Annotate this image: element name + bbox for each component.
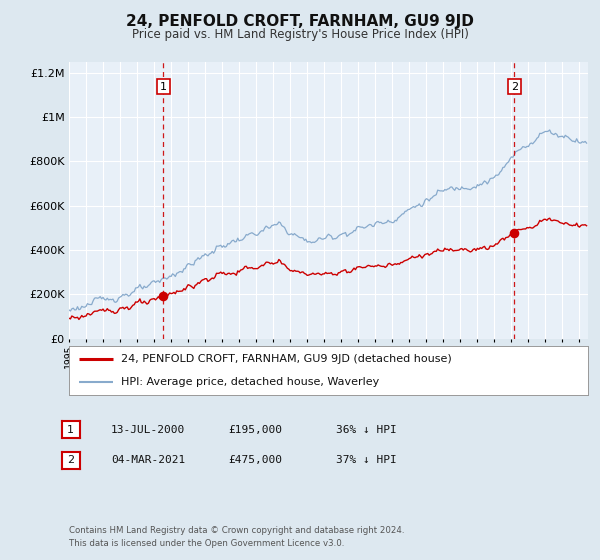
Text: HPI: Average price, detached house, Waverley: HPI: Average price, detached house, Wave… — [121, 377, 379, 386]
Text: 1: 1 — [160, 82, 167, 91]
Text: 24, PENFOLD CROFT, FARNHAM, GU9 9JD (detached house): 24, PENFOLD CROFT, FARNHAM, GU9 9JD (det… — [121, 354, 452, 364]
Text: 2: 2 — [511, 82, 518, 91]
Text: This data is licensed under the Open Government Licence v3.0.: This data is licensed under the Open Gov… — [69, 539, 344, 548]
Point — [158, 291, 168, 300]
Text: Contains HM Land Registry data © Crown copyright and database right 2024.: Contains HM Land Registry data © Crown c… — [69, 526, 404, 535]
Point — [509, 229, 519, 238]
Text: 37% ↓ HPI: 37% ↓ HPI — [336, 455, 397, 465]
Text: £475,000: £475,000 — [228, 455, 282, 465]
Text: 1: 1 — [67, 424, 74, 435]
Text: £195,000: £195,000 — [228, 424, 282, 435]
Text: Price paid vs. HM Land Registry's House Price Index (HPI): Price paid vs. HM Land Registry's House … — [131, 28, 469, 41]
Text: 04-MAR-2021: 04-MAR-2021 — [111, 455, 185, 465]
Text: 2: 2 — [67, 455, 74, 465]
Text: 36% ↓ HPI: 36% ↓ HPI — [336, 424, 397, 435]
Text: 24, PENFOLD CROFT, FARNHAM, GU9 9JD: 24, PENFOLD CROFT, FARNHAM, GU9 9JD — [126, 14, 474, 29]
Text: 13-JUL-2000: 13-JUL-2000 — [111, 424, 185, 435]
